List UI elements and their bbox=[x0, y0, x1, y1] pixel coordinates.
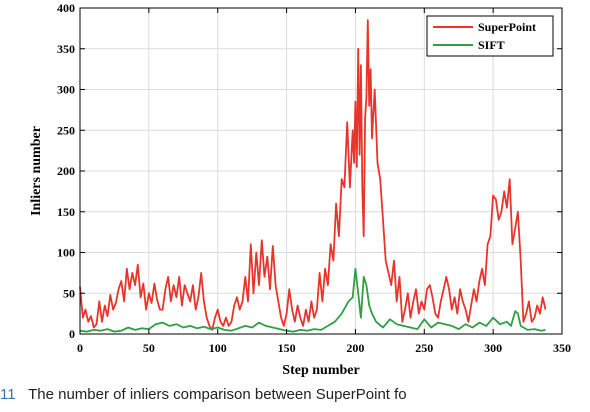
x-tick-label: 0 bbox=[77, 341, 83, 355]
y-tick-label: 150 bbox=[57, 205, 75, 219]
series-line-superpoint bbox=[79, 19, 547, 331]
figure-number: 11 bbox=[0, 386, 16, 403]
series-lines bbox=[79, 19, 547, 333]
axis-ticks: 0 50 100 150 200 250 300 350 0 50 100 150 200 250 300 3… bbox=[57, 1, 571, 355]
figure-caption: 11 The number of inliers comparison betw… bbox=[0, 386, 590, 412]
x-tick-label: 350 bbox=[553, 341, 571, 355]
y-tick-label: 50 bbox=[63, 286, 75, 300]
y-tick-label: 200 bbox=[57, 164, 75, 178]
legend-label-sift: SIFT bbox=[478, 38, 505, 52]
y-tick-label: 250 bbox=[57, 123, 75, 137]
x-tick-label: 300 bbox=[484, 341, 502, 355]
x-tick-label: 200 bbox=[346, 341, 364, 355]
x-tick-label: 100 bbox=[209, 341, 227, 355]
figure-caption-text: The number of inliers comparison between… bbox=[28, 386, 407, 403]
y-tick-label: 0 bbox=[69, 327, 75, 341]
legend-label-superpoint: SuperPoint bbox=[478, 20, 536, 34]
y-axis-label: Inliers number bbox=[29, 126, 44, 216]
x-axis-label: Step number bbox=[282, 363, 359, 378]
x-tick-label: 50 bbox=[143, 341, 155, 355]
y-tick-label: 400 bbox=[57, 1, 75, 15]
series-line-sift bbox=[79, 267, 546, 333]
y-tick-label: 300 bbox=[57, 83, 75, 97]
x-tick-label: 150 bbox=[278, 341, 296, 355]
y-tick-label: 350 bbox=[57, 42, 75, 56]
legend-box bbox=[426, 15, 554, 57]
chart: 0 50 100 150 200 250 300 350 0 50 100 150 200 250 300 3… bbox=[29, 1, 571, 378]
y-tick-label: 100 bbox=[57, 246, 75, 260]
x-tick-label: 250 bbox=[415, 341, 433, 355]
legend: SuperPoint SIFT bbox=[426, 15, 554, 57]
